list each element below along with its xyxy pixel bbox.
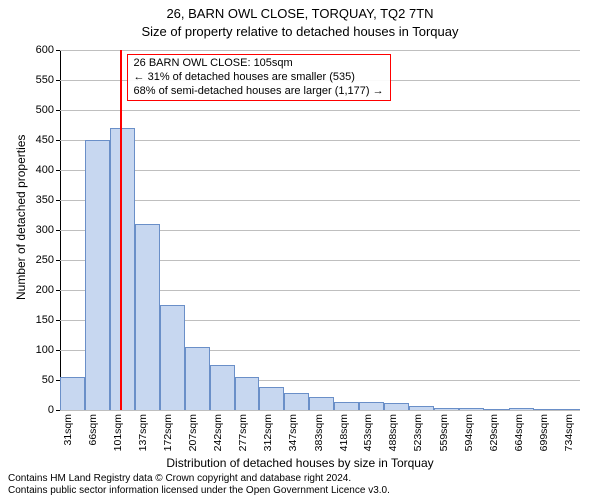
x-tick-label: 664sqm <box>513 410 525 451</box>
x-tick-label: 137sqm <box>137 410 149 451</box>
y-tick-label: 0 <box>48 404 60 416</box>
x-tick-label: 347sqm <box>287 410 299 451</box>
histogram-bar <box>359 402 384 410</box>
x-tick-label: 453sqm <box>362 410 374 451</box>
histogram-bar <box>135 224 160 410</box>
x-tick-label: 207sqm <box>187 410 199 451</box>
footer-line1: Contains HM Land Registry data © Crown c… <box>0 473 600 485</box>
y-axis-label: Number of detached properties <box>14 135 28 300</box>
x-tick-label: 559sqm <box>438 410 450 451</box>
anno-line1: 26 BARN OWL CLOSE: 105sqm <box>134 57 384 71</box>
title-address: 26, BARN OWL CLOSE, TORQUAY, TQ2 7TN <box>0 6 600 21</box>
x-tick-label: 277sqm <box>237 410 249 451</box>
grid-line <box>60 140 580 141</box>
y-tick-label: 600 <box>36 44 60 56</box>
histogram-bar <box>185 347 210 410</box>
y-tick-label: 550 <box>36 74 60 86</box>
x-axis-label: Distribution of detached houses by size … <box>0 456 600 470</box>
footer-line2: Contains public sector information licen… <box>0 485 600 497</box>
histogram-bar <box>309 397 334 410</box>
y-tick-label: 50 <box>42 374 60 386</box>
histogram-bar <box>160 305 185 410</box>
grid-line <box>60 200 580 201</box>
marker-line <box>120 50 122 410</box>
anno-line2: ← 31% of detached houses are smaller (53… <box>134 71 384 85</box>
plot-area: 05010015020025030035040045050055060031sq… <box>60 50 580 410</box>
x-tick-label: 101sqm <box>112 410 124 451</box>
histogram-bar <box>284 393 309 410</box>
y-tick-label: 300 <box>36 224 60 236</box>
histogram-bar <box>210 365 235 410</box>
x-tick-label: 66sqm <box>87 410 99 446</box>
y-tick-label: 400 <box>36 164 60 176</box>
y-tick-label: 250 <box>36 254 60 266</box>
x-tick-label: 31sqm <box>62 410 74 446</box>
histogram-bar <box>110 128 135 410</box>
anno-line3: 68% of semi-detached houses are larger (… <box>134 85 384 99</box>
histogram-bar <box>259 387 284 410</box>
x-tick-label: 488sqm <box>387 410 399 451</box>
grid-line <box>60 110 580 111</box>
x-tick-label: 594sqm <box>463 410 475 451</box>
x-tick-label: 699sqm <box>538 410 550 451</box>
x-tick-label: 734sqm <box>563 410 575 451</box>
footer: Contains HM Land Registry data © Crown c… <box>0 473 600 496</box>
chart-container: 26, BARN OWL CLOSE, TORQUAY, TQ2 7TN Siz… <box>0 0 600 500</box>
y-tick-label: 150 <box>36 314 60 326</box>
x-tick-label: 523sqm <box>412 410 424 451</box>
histogram-bar <box>60 377 85 410</box>
x-tick-label: 172sqm <box>162 410 174 451</box>
x-tick-label: 418sqm <box>338 410 350 451</box>
grid-line <box>60 170 580 171</box>
y-tick-label: 500 <box>36 104 60 116</box>
y-tick-label: 100 <box>36 344 60 356</box>
x-tick-label: 629sqm <box>488 410 500 451</box>
annotation-box: 26 BARN OWL CLOSE: 105sqm← 31% of detach… <box>127 54 391 101</box>
x-tick-label: 242sqm <box>212 410 224 451</box>
histogram-bar <box>384 403 409 410</box>
y-tick-label: 350 <box>36 194 60 206</box>
histogram-bar <box>85 140 110 410</box>
x-tick-label: 312sqm <box>262 410 274 451</box>
histogram-bar <box>235 377 260 410</box>
histogram-bar <box>334 402 359 410</box>
x-tick-label: 383sqm <box>313 410 325 451</box>
title-subtitle: Size of property relative to detached ho… <box>0 24 600 39</box>
grid-line <box>60 50 580 51</box>
y-tick-label: 200 <box>36 284 60 296</box>
y-tick-label: 450 <box>36 134 60 146</box>
